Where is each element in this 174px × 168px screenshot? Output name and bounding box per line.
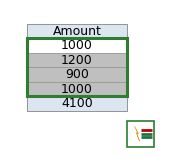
Text: Amount: Amount bbox=[53, 25, 101, 38]
Bar bbox=[127, 121, 154, 147]
Bar bbox=[27, 67, 127, 82]
Bar bbox=[27, 53, 127, 67]
Text: 1200: 1200 bbox=[61, 54, 93, 67]
Polygon shape bbox=[135, 126, 140, 141]
Text: 4100: 4100 bbox=[61, 97, 93, 110]
Text: 1000: 1000 bbox=[61, 39, 93, 52]
Bar bbox=[27, 82, 127, 96]
Text: 1000: 1000 bbox=[61, 82, 93, 96]
Bar bbox=[27, 24, 127, 38]
Bar bbox=[27, 38, 127, 53]
Bar bbox=[27, 96, 127, 111]
Bar bbox=[27, 24, 127, 111]
Bar bbox=[27, 38, 127, 96]
Text: 900: 900 bbox=[65, 68, 89, 81]
